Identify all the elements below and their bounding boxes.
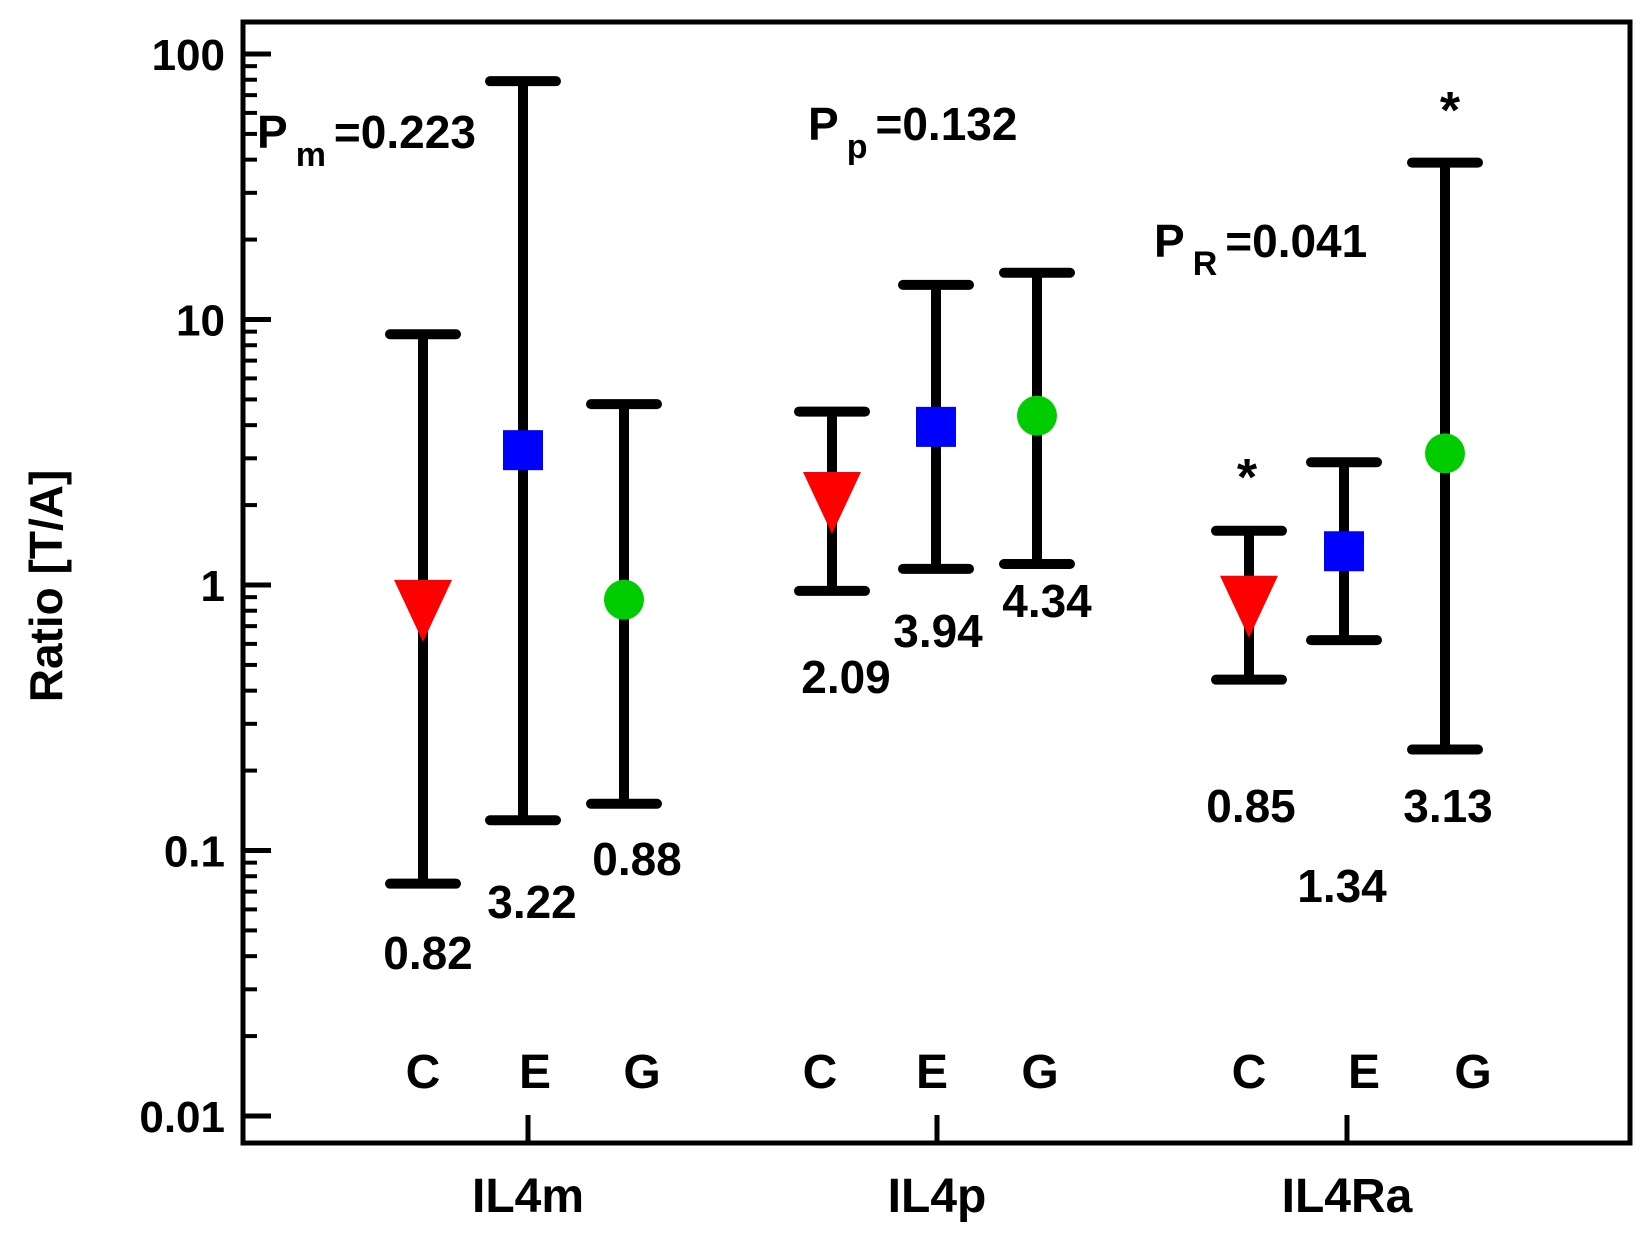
data-point-c xyxy=(394,579,452,642)
category-label: C xyxy=(406,1046,441,1099)
y-tick-label: 0.1 xyxy=(164,828,225,877)
category-label: C xyxy=(803,1046,838,1099)
data-point-g xyxy=(604,579,644,620)
data-point-g xyxy=(1017,395,1057,436)
significance-star: * xyxy=(1237,449,1258,507)
data-point-c xyxy=(803,472,861,535)
value-label: 3.22 xyxy=(487,876,577,928)
y-tick-label: 0.01 xyxy=(139,1093,225,1142)
group-label-il4m: IL4m xyxy=(472,1170,584,1223)
y-tick-label: 100 xyxy=(152,31,225,80)
data-point-e xyxy=(1324,531,1364,572)
category-label: E xyxy=(1348,1046,1380,1099)
category-label: G xyxy=(1021,1046,1058,1099)
value-label: 3.94 xyxy=(893,605,983,657)
y-tick-label: 1 xyxy=(201,562,225,611)
value-label: 1.34 xyxy=(1297,860,1387,912)
category-label: E xyxy=(916,1046,948,1099)
value-label: 0.88 xyxy=(592,833,682,885)
value-label: 3.13 xyxy=(1403,780,1493,832)
value-label: 0.82 xyxy=(383,927,473,979)
category-label: G xyxy=(1454,1046,1491,1099)
data-point-c xyxy=(1220,575,1278,638)
category-label: G xyxy=(623,1046,660,1099)
data-point-e xyxy=(916,406,956,447)
category-label: E xyxy=(519,1046,551,1099)
category-label: C xyxy=(1232,1046,1267,1099)
group-label-il4ra: IL4Ra xyxy=(1282,1170,1413,1223)
y-tick-label: 10 xyxy=(176,297,225,346)
data-point-e xyxy=(503,430,543,471)
group-label-il4p: IL4p xyxy=(888,1170,987,1223)
value-label: 2.09 xyxy=(801,651,891,703)
y-axis-label: Ratio [T/A] xyxy=(20,470,72,703)
value-label: 4.34 xyxy=(1002,575,1092,627)
value-label: 0.85 xyxy=(1206,780,1296,832)
data-point-g xyxy=(1425,433,1465,474)
significance-star: * xyxy=(1440,82,1461,140)
p-value-label: P R =0.041 xyxy=(1154,215,1367,283)
